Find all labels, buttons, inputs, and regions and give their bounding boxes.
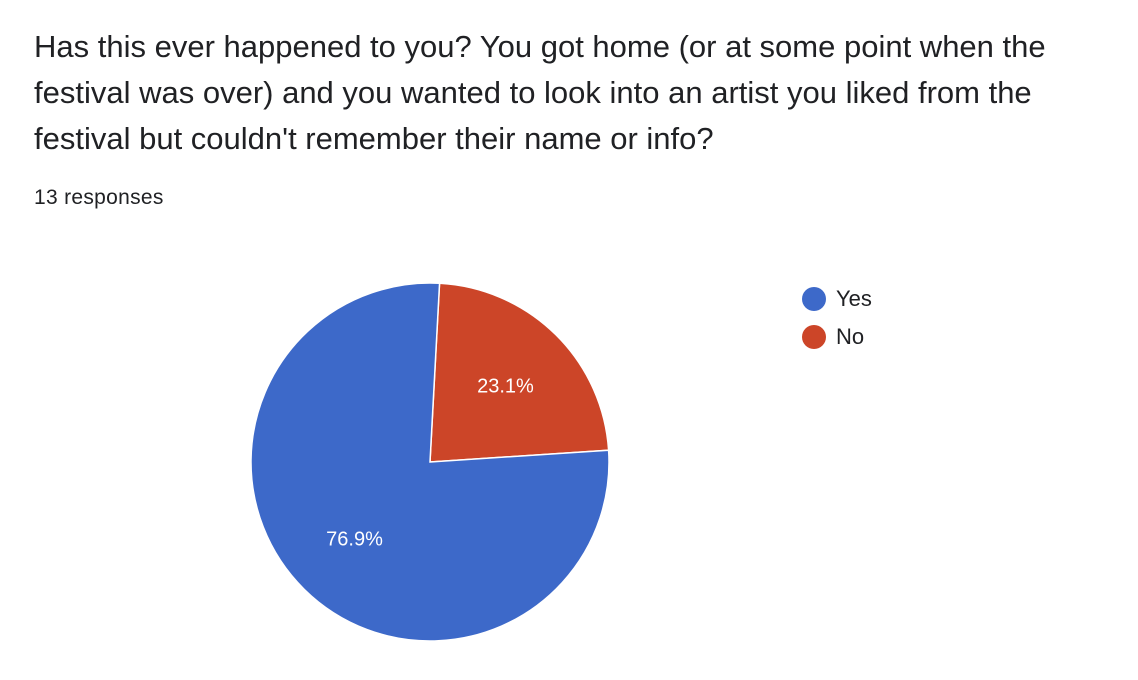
pie-slice-no[interactable] (429, 282, 610, 463)
question-title: Has this ever happened to you? You got h… (34, 29, 1046, 156)
pie-labels: 23.1% 76.9% (326, 376, 534, 551)
legend-item-no[interactable]: No (802, 318, 872, 356)
legend-item-yes[interactable]: Yes (802, 280, 872, 318)
pie-slices (250, 282, 610, 642)
pie-label-yes: 76.9% (326, 528, 383, 550)
legend-swatch-yes (802, 287, 826, 311)
pie-label-no: 23.1% (477, 376, 534, 398)
legend-label-no: No (836, 324, 865, 349)
chart-legend: Yes No (802, 280, 872, 356)
legend-swatch-no (802, 325, 826, 349)
legend-label-yes: Yes (836, 286, 872, 311)
response-count: 13 responses (34, 186, 164, 209)
pie-slice-yes[interactable] (250, 282, 610, 642)
